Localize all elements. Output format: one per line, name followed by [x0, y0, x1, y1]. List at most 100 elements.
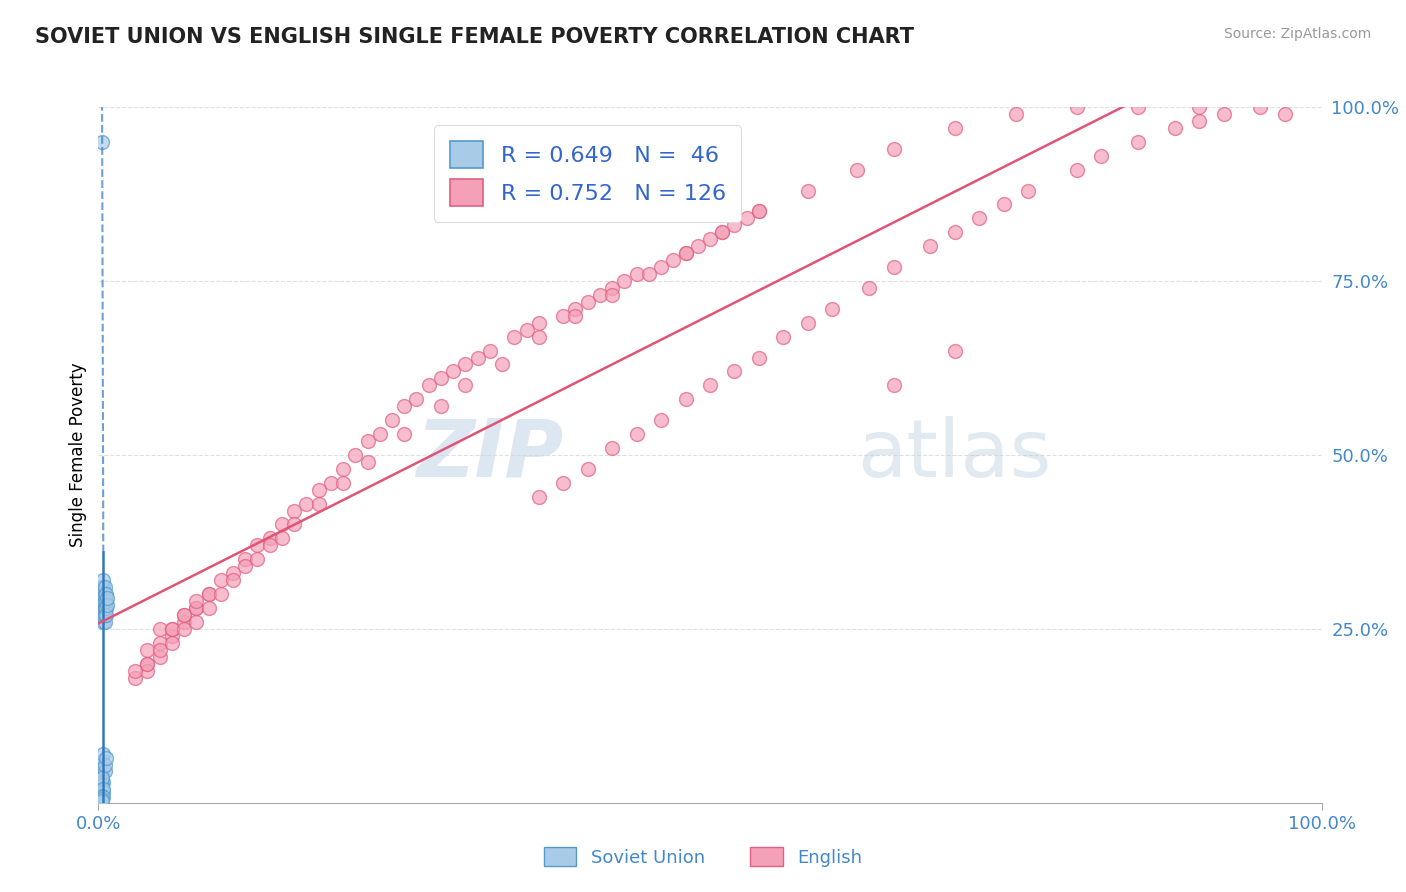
- Point: [93, 607, 115, 622]
- Point: [270, 517, 294, 532]
- Point: [124, 664, 146, 678]
- Point: [136, 657, 159, 671]
- Point: [136, 664, 159, 678]
- Point: [149, 636, 172, 650]
- Point: [943, 120, 966, 135]
- Legend: Soviet Union, English: Soviet Union, English: [537, 840, 869, 874]
- Point: [283, 517, 305, 532]
- Point: [564, 309, 586, 323]
- Point: [699, 378, 721, 392]
- Point: [160, 622, 183, 636]
- Point: [91, 601, 114, 615]
- Point: [233, 559, 256, 574]
- Point: [91, 781, 114, 796]
- Point: [91, 587, 114, 601]
- Point: [91, 594, 114, 608]
- Point: [246, 538, 269, 552]
- Point: [308, 497, 330, 511]
- Point: [91, 772, 114, 786]
- Point: [91, 587, 114, 601]
- Point: [650, 260, 672, 274]
- Point: [650, 413, 672, 427]
- Point: [943, 343, 966, 358]
- Point: [259, 532, 281, 546]
- Point: [858, 281, 880, 295]
- Point: [883, 378, 905, 392]
- Point: [600, 288, 623, 302]
- Point: [527, 316, 550, 330]
- Point: [197, 601, 219, 615]
- Point: [186, 615, 208, 629]
- Point: [93, 580, 115, 594]
- Point: [1066, 162, 1088, 177]
- Point: [197, 587, 219, 601]
- Point: [920, 239, 942, 253]
- Point: [821, 301, 844, 316]
- Point: [209, 573, 232, 587]
- Point: [91, 761, 114, 775]
- Text: ZIP: ZIP: [416, 416, 564, 494]
- Point: [553, 309, 575, 323]
- Point: [93, 601, 115, 615]
- Point: [491, 358, 513, 372]
- Point: [91, 587, 114, 601]
- Point: [576, 294, 599, 309]
- Point: [259, 538, 281, 552]
- Point: [418, 378, 440, 392]
- Point: [91, 768, 114, 782]
- Point: [91, 594, 114, 608]
- Point: [503, 329, 526, 343]
- Point: [91, 601, 114, 615]
- Point: [748, 204, 770, 219]
- Point: [392, 399, 416, 413]
- Point: [356, 434, 378, 448]
- Point: [209, 587, 232, 601]
- Point: [91, 615, 114, 629]
- Point: [91, 594, 114, 608]
- Point: [1128, 135, 1150, 149]
- Point: [344, 448, 367, 462]
- Point: [626, 267, 648, 281]
- Point: [883, 260, 905, 274]
- Point: [943, 225, 966, 239]
- Point: [91, 580, 114, 594]
- Point: [94, 587, 117, 601]
- Point: [772, 329, 794, 343]
- Point: [173, 622, 195, 636]
- Point: [515, 323, 537, 337]
- Point: [1274, 107, 1296, 121]
- Point: [845, 162, 868, 177]
- Point: [441, 364, 464, 378]
- Point: [197, 587, 219, 601]
- Point: [967, 211, 990, 226]
- Point: [723, 219, 745, 233]
- Point: [675, 246, 697, 260]
- Text: Source: ZipAtlas.com: Source: ZipAtlas.com: [1223, 27, 1371, 41]
- Point: [93, 757, 115, 772]
- Point: [699, 232, 721, 246]
- Point: [883, 142, 905, 156]
- Point: [527, 329, 550, 343]
- Legend: R = 0.649   N =  46, R = 0.752   N = 126: R = 0.649 N = 46, R = 0.752 N = 126: [434, 125, 741, 221]
- Point: [626, 427, 648, 442]
- Point: [94, 750, 117, 764]
- Point: [136, 657, 159, 671]
- Point: [283, 503, 305, 517]
- Point: [91, 785, 114, 799]
- Point: [356, 455, 378, 469]
- Point: [91, 790, 114, 805]
- Point: [173, 607, 195, 622]
- Point: [1188, 100, 1211, 114]
- Point: [186, 594, 208, 608]
- Point: [735, 211, 758, 226]
- Point: [160, 622, 183, 636]
- Point: [149, 642, 172, 657]
- Point: [527, 490, 550, 504]
- Point: [675, 246, 697, 260]
- Point: [1066, 100, 1088, 114]
- Point: [91, 754, 114, 768]
- Point: [1212, 107, 1234, 121]
- Point: [308, 483, 330, 497]
- Point: [662, 253, 685, 268]
- Point: [94, 594, 117, 608]
